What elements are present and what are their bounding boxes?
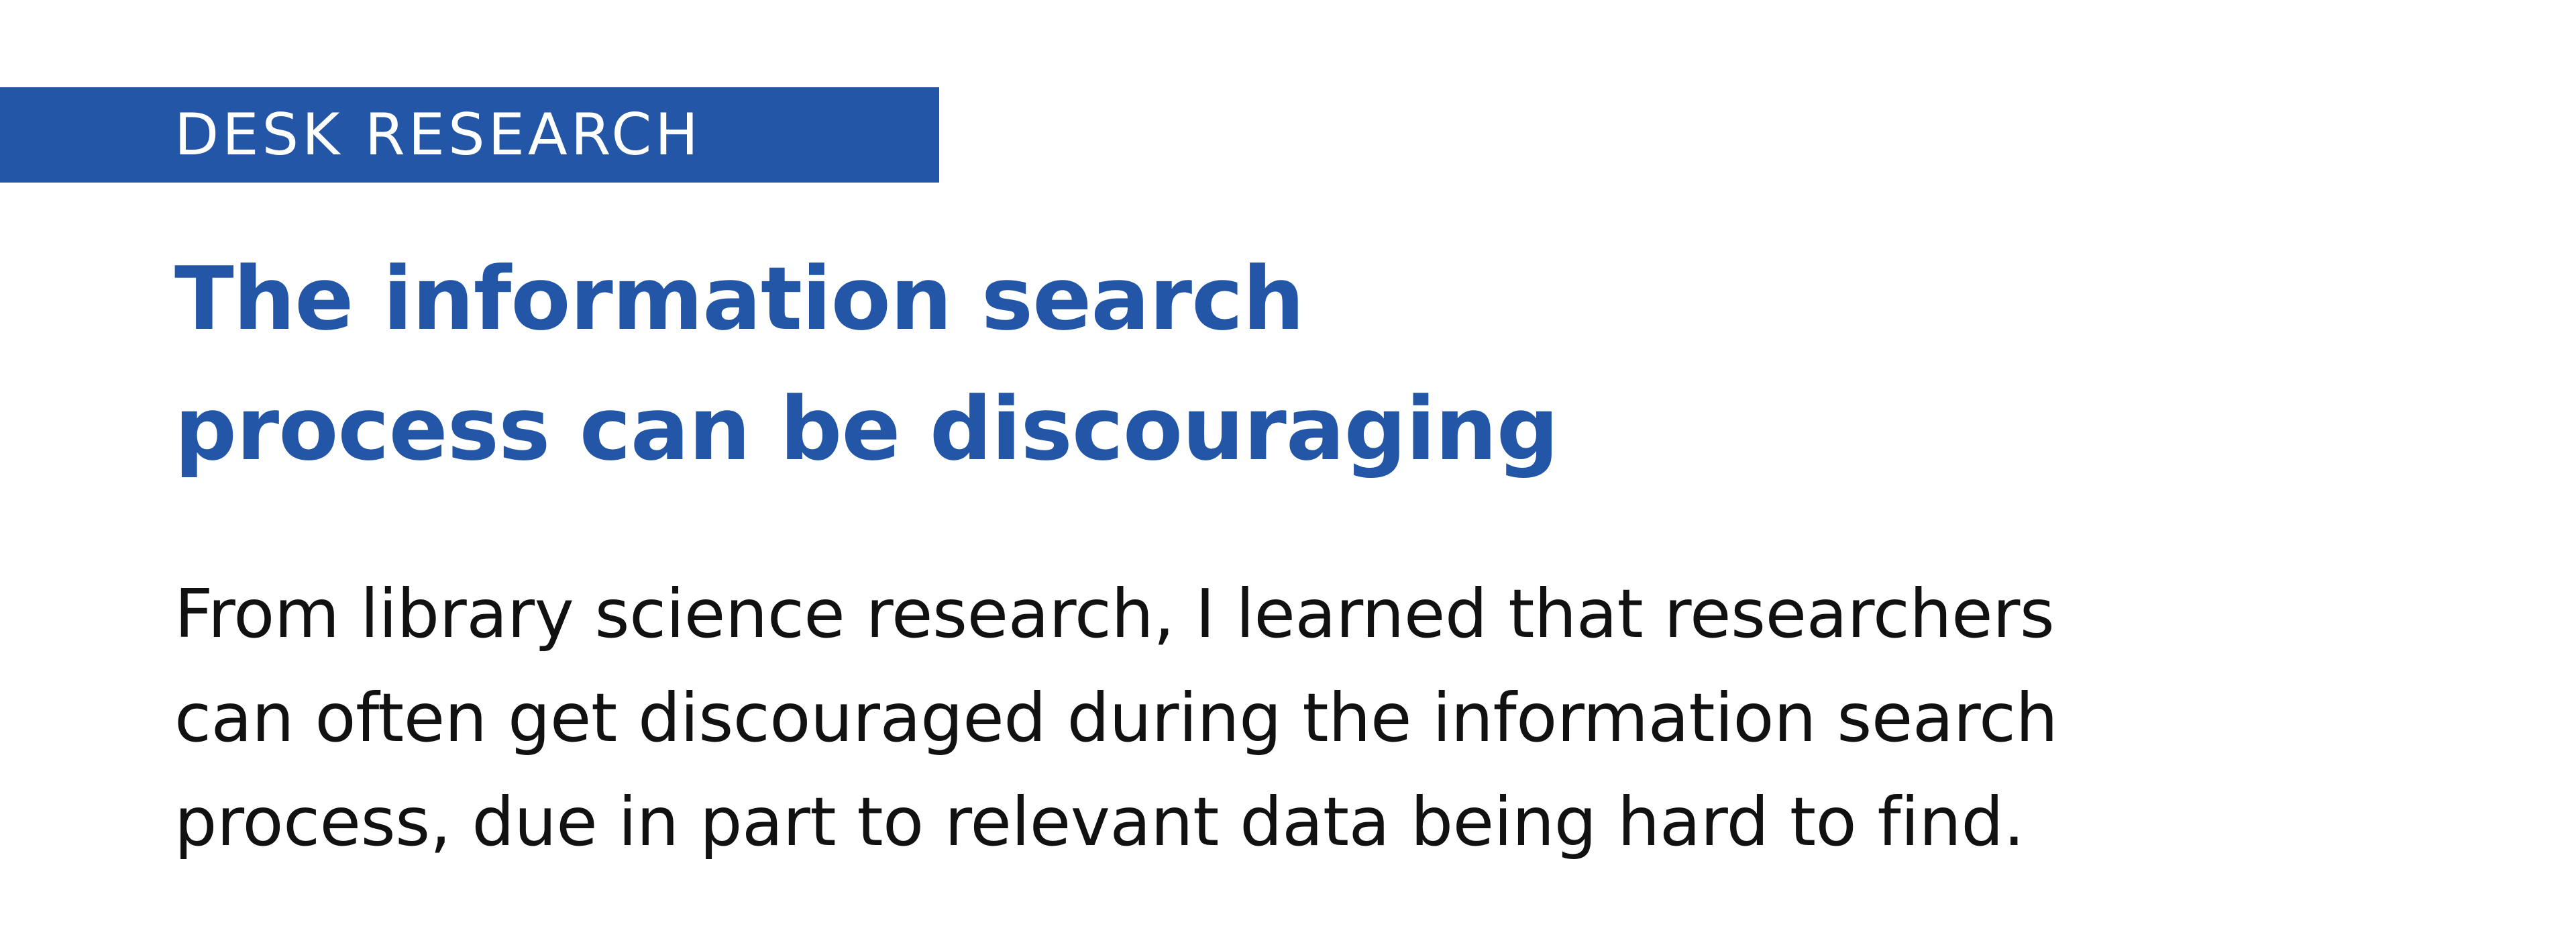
body-line: can often get discouraged during the inf…	[174, 679, 2058, 757]
body-line: process, due in part to relevant data be…	[174, 783, 2025, 861]
body-paragraph: From library science research, I learned…	[174, 562, 2455, 874]
section-label: DESK RESEARCH	[174, 101, 702, 168]
section-banner: DESK RESEARCH	[0, 87, 939, 183]
body-line: From library science research, I learned…	[174, 575, 2055, 653]
headline-line: process can be discouraging	[174, 378, 1559, 480]
headline-line: The information search	[174, 248, 1305, 350]
headline: The information search process can be di…	[174, 234, 2388, 494]
